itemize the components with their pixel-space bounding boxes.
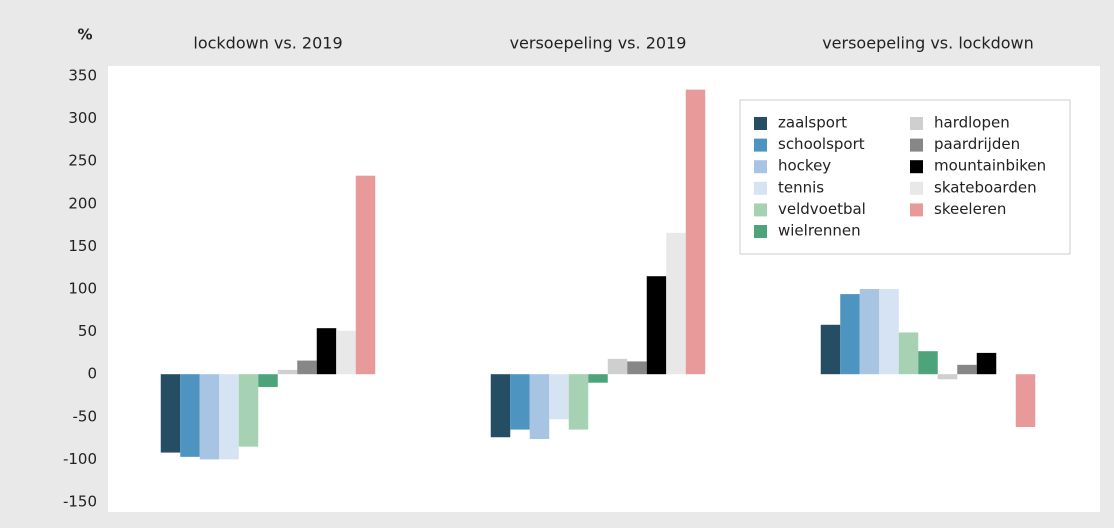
y-tick-label: 50 <box>78 322 97 340</box>
bar <box>297 360 317 375</box>
legend-label: mountainbiken <box>934 157 1046 175</box>
bar <box>607 358 628 375</box>
legend-swatch <box>910 203 923 217</box>
bar <box>879 289 899 375</box>
bar <box>666 232 686 375</box>
legend-label: paardrijden <box>934 135 1020 153</box>
group-title: versoepeling vs. 2019 <box>510 34 687 53</box>
bar <box>840 294 860 375</box>
bar <box>510 374 530 430</box>
legend-label: veldvoetbal <box>778 200 866 218</box>
legend-label: schoolsport <box>778 135 865 153</box>
y-tick-label: 300 <box>68 109 97 127</box>
bar <box>1015 374 1036 428</box>
y-tick-label: -150 <box>63 493 97 511</box>
bar <box>277 369 298 375</box>
bar <box>180 374 200 457</box>
bar <box>627 361 647 375</box>
y-tick-label: 150 <box>68 237 97 255</box>
bar <box>859 289 880 375</box>
y-tick-label: 350 <box>68 67 97 85</box>
bar <box>490 374 511 438</box>
group-title: lockdown vs. 2019 <box>193 34 342 53</box>
legend-swatch <box>910 138 923 152</box>
unit-label: % <box>77 26 92 44</box>
y-tick-label: 0 <box>87 365 97 383</box>
bar <box>219 374 239 460</box>
bar <box>160 374 181 453</box>
legend-swatch <box>754 203 767 217</box>
y-tick-label: 250 <box>68 152 97 170</box>
bar <box>588 374 608 383</box>
legend-label: tennis <box>778 178 824 196</box>
legend-swatch <box>754 225 767 238</box>
legend-label: hockey <box>778 157 831 175</box>
bar <box>937 374 958 380</box>
bar <box>685 89 706 375</box>
y-tick-label: 200 <box>68 194 97 212</box>
legend-label: wielrennen <box>778 222 861 240</box>
bar <box>316 328 337 375</box>
bar <box>238 374 259 447</box>
bar <box>646 276 667 375</box>
legend-swatch <box>910 181 923 195</box>
legend-swatch <box>754 181 767 195</box>
bar <box>976 352 997 375</box>
group-title: versoepeling vs. lockdown <box>822 34 1034 53</box>
legend-swatch <box>754 160 767 174</box>
bar <box>918 351 938 375</box>
legend-label: skateboarden <box>934 178 1037 196</box>
y-tick-label: 100 <box>68 280 97 298</box>
bar <box>820 324 841 375</box>
bar <box>529 374 550 439</box>
legend <box>739 99 1071 255</box>
bar <box>568 374 589 430</box>
bar <box>199 374 220 460</box>
legend-label: skeeleren <box>934 200 1006 218</box>
bar <box>549 374 569 420</box>
bar <box>957 364 977 375</box>
bar <box>355 175 376 375</box>
legend-swatch <box>754 117 767 130</box>
y-tick-label: -100 <box>63 450 97 468</box>
bar <box>258 374 278 387</box>
legend-swatch <box>910 160 923 174</box>
bar <box>336 330 356 375</box>
bar <box>898 332 919 375</box>
legend-swatch <box>910 117 923 130</box>
legend-label: hardlopen <box>934 114 1010 132</box>
y-tick-label: -50 <box>73 407 98 425</box>
legend-swatch <box>754 138 767 152</box>
legend-label: zaalsport <box>778 114 847 132</box>
